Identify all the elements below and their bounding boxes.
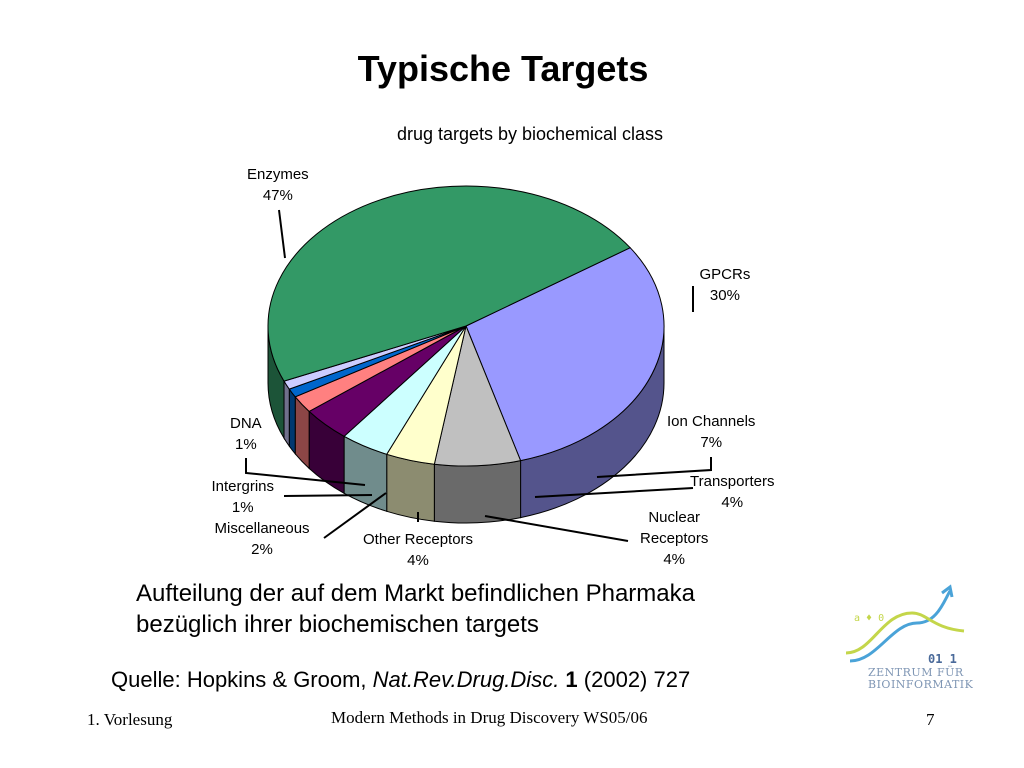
- leader-line-miscellaneous: [323, 492, 387, 539]
- slice-name-other-receptors: Other Receptors: [363, 531, 474, 548]
- slice-value-enzymes: 47%: [262, 187, 293, 204]
- logo-digits-top: a ♦ 0: [854, 613, 884, 624]
- logo-arrow-head: [941, 584, 954, 598]
- slice-name-intergrins: Intergrins: [211, 478, 275, 495]
- slide-caption: Aufteilung der auf dem Markt befindliche…: [136, 578, 695, 640]
- slice-value-gpcrs: 30%: [709, 287, 740, 304]
- logo-line-2: BIOINFORMATIK: [868, 678, 974, 691]
- leader-line-transporters: [534, 487, 694, 498]
- footer-course: Modern Methods in Drug Discovery WS05/06: [331, 708, 648, 727]
- slice-label-nuclear-receptors: Nuclear Receptors 4%: [640, 507, 708, 570]
- source-volume: 1: [559, 667, 578, 692]
- leader-line-ion-channels: [596, 457, 712, 478]
- slice-label-gpcrs: GPCRs 30%: [700, 264, 751, 306]
- bioinformatik-logo: a ♦ 0 01 1: [845, 584, 965, 666]
- pie-side-ion-channels: [433, 459, 522, 524]
- pie-side-intergrins: [288, 387, 296, 456]
- slice-name-nuclear-receptors-2: Receptors: [640, 530, 709, 547]
- slice-value-nuclear-receptors: 4%: [663, 551, 686, 568]
- slice-label-miscellaneous: Miscellaneous 2%: [215, 518, 310, 560]
- logo-wordmark: ZENTRUM FÜR BIOINFORMATIK: [868, 667, 980, 691]
- slide-title: Typische Targets: [357, 48, 649, 89]
- source-prefix: Quelle: Hopkins & Groom,: [111, 667, 373, 692]
- slice-value-other-receptors: 4%: [407, 552, 429, 569]
- logo-curve: [845, 611, 965, 655]
- slice-value-transporters: 4%: [721, 494, 744, 511]
- slice-name-gpcrs: GPCRs: [699, 266, 751, 283]
- slice-name-enzymes: Enzymes: [247, 166, 309, 183]
- footer-lecture: 1. Vorlesung: [87, 710, 173, 729]
- slice-value-miscellaneous: 2%: [251, 541, 273, 558]
- slice-name-ion-channels: Ion Channels: [667, 413, 756, 430]
- logo-arrow: [849, 590, 952, 663]
- slice-label-enzymes: Enzymes 47%: [247, 164, 309, 206]
- logo-line-1: ZENTRUM FÜR: [868, 666, 964, 679]
- slice-label-intergrins: Intergrins 1%: [212, 476, 275, 518]
- chart-title: drug targets by biochemical class: [396, 124, 664, 144]
- pie-side-dna: [283, 379, 290, 448]
- slice-label-other-receptors: Other Receptors 4%: [363, 529, 473, 571]
- slice-name-transporters: Transporters: [690, 473, 775, 490]
- slice-value-intergrins: 1%: [231, 499, 254, 516]
- slice-value-dna: 1%: [234, 436, 257, 453]
- pie-side-transporters: [386, 453, 435, 522]
- pie-slice-enzymes: [267, 185, 631, 382]
- slice-value-ion-channels: 7%: [700, 434, 723, 451]
- source-citation: Quelle: Hopkins & Groom, Nat.Rev.Drug.Di…: [111, 665, 690, 695]
- slice-name-dna: DNA: [230, 415, 262, 432]
- leader-line-dna: [245, 458, 366, 486]
- slice-label-dna: DNA 1%: [230, 413, 262, 455]
- caption-line-2: bezüglich ihrer biochemischen targets: [136, 611, 539, 638]
- source-journal: Nat.Rev.Drug.Disc.: [372, 667, 560, 692]
- slice-name-nuclear-receptors-1: Nuclear: [648, 509, 701, 526]
- slice-name-miscellaneous: Miscellaneous: [214, 520, 310, 537]
- pie-slice-gpcrs: [465, 247, 665, 462]
- slice-label-transporters: Transporters 4%: [690, 471, 774, 513]
- slice-label-ion-channels: Ion Channels 7%: [667, 411, 755, 453]
- caption-line-1: Aufteilung der auf dem Markt befindliche…: [136, 580, 695, 607]
- logo-digits-bottom: 01 1: [928, 652, 957, 666]
- leader-line-enzymes: [278, 209, 286, 259]
- leader-line-nuclear-receptors: [484, 515, 629, 542]
- leader-line-intergrins: [283, 494, 373, 497]
- footer-page-number: 7: [926, 710, 935, 729]
- source-suffix: (2002) 727: [577, 667, 691, 692]
